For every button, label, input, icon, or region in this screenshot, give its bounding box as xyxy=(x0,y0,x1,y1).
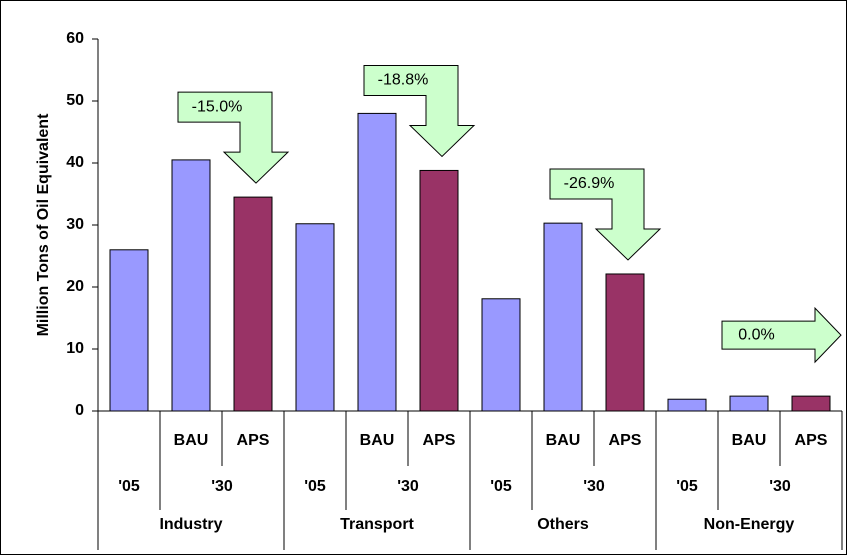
x-tick-label: BAU xyxy=(732,432,767,449)
bar xyxy=(419,169,459,412)
bar xyxy=(667,398,707,412)
annotation-arrow xyxy=(177,91,290,184)
annotation-label: -18.8% xyxy=(378,72,429,89)
bar xyxy=(481,298,521,412)
annotation-label: -26.9% xyxy=(564,175,615,192)
group-label: Others xyxy=(537,516,589,533)
bar xyxy=(543,222,583,412)
bar xyxy=(233,196,273,412)
bar xyxy=(357,112,397,412)
annotation-arrow xyxy=(363,64,476,158)
bar xyxy=(295,223,335,412)
bar xyxy=(109,249,149,412)
group-label: Industry xyxy=(159,516,222,533)
period-label: '30 xyxy=(583,478,605,495)
annotation-arrow xyxy=(549,168,662,261)
y-tick-label: 40 xyxy=(66,154,84,171)
bar xyxy=(605,273,645,412)
bar xyxy=(729,395,769,412)
x-tick-label: APS xyxy=(795,432,828,449)
period-label: '05 xyxy=(118,478,140,495)
x-tick-label: APS xyxy=(423,432,456,449)
y-tick-label: 20 xyxy=(66,278,84,295)
annotation-arrow xyxy=(721,306,842,364)
x-tick-label: BAU xyxy=(174,432,209,449)
x-tick-label: BAU xyxy=(546,432,581,449)
group-label: Transport xyxy=(340,516,414,533)
bar xyxy=(171,159,211,412)
annotation-label: 0.0% xyxy=(738,326,774,343)
period-label: '05 xyxy=(676,478,698,495)
y-tick-label: 10 xyxy=(66,340,84,357)
x-tick-label: APS xyxy=(609,432,642,449)
period-label: '30 xyxy=(769,478,791,495)
y-tick-label: 50 xyxy=(66,92,84,109)
annotation-label: -15.0% xyxy=(192,98,243,115)
x-tick-label: APS xyxy=(237,432,270,449)
y-tick-label: 30 xyxy=(66,216,84,233)
period-label: '05 xyxy=(304,478,326,495)
period-label: '05 xyxy=(490,478,512,495)
y-tick-label: 60 xyxy=(66,30,84,47)
y-axis-label: Million Tons of Oil Equivalent xyxy=(35,113,52,336)
period-label: '30 xyxy=(211,478,233,495)
period-label: '30 xyxy=(397,478,419,495)
group-label: Non-Energy xyxy=(704,516,795,533)
x-tick-label: BAU xyxy=(360,432,395,449)
bar xyxy=(791,395,831,412)
y-tick-label: 0 xyxy=(75,402,84,419)
